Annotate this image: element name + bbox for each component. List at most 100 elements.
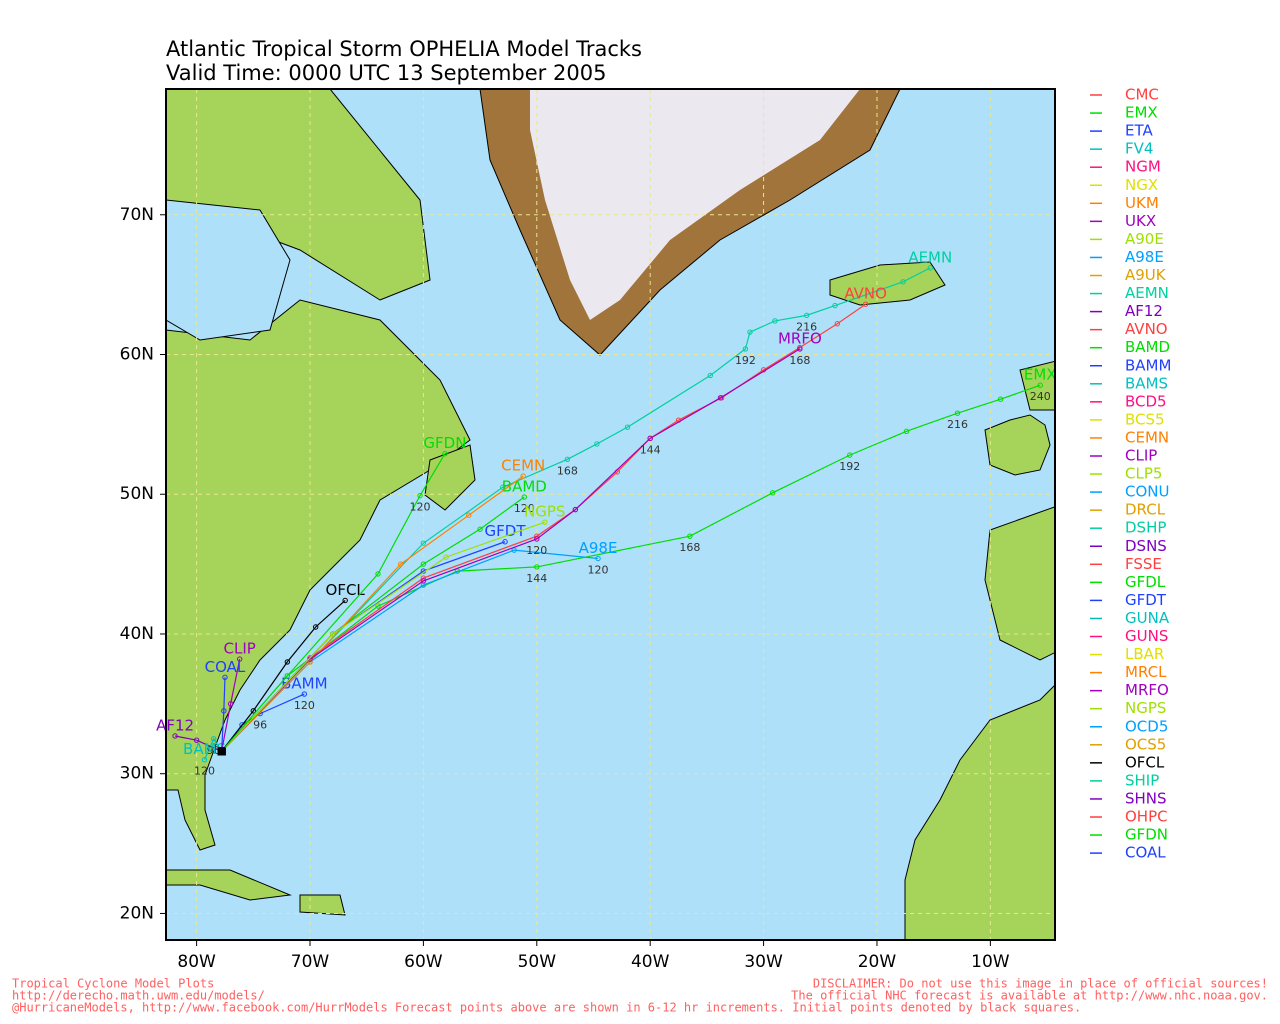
footer-left: Tropical Cyclone Model Plots xyxy=(12,977,214,991)
track-point xyxy=(687,533,693,539)
hour-label: 192 xyxy=(735,354,756,367)
track-point xyxy=(1037,382,1043,388)
track-point xyxy=(250,708,257,714)
legend-label: LBAR xyxy=(1125,645,1164,663)
y-tick-label: 60N xyxy=(120,345,154,365)
track-point xyxy=(534,564,540,570)
legend-label: A9UK xyxy=(1125,266,1167,284)
legend-label: CLIP xyxy=(1125,447,1157,465)
track-point xyxy=(707,372,713,379)
legend-label: A98E xyxy=(1125,248,1164,266)
legend-label: FV4 xyxy=(1125,140,1153,158)
track-point xyxy=(572,506,579,513)
track-label: OFCL xyxy=(326,581,366,599)
x-tick-label: 60W xyxy=(404,952,443,972)
track-point xyxy=(862,301,869,307)
track-point xyxy=(312,624,319,630)
track-point xyxy=(375,571,381,577)
legend-label: AVNO xyxy=(1125,320,1168,338)
legend-label: MRCL xyxy=(1125,663,1167,681)
legend-label: NGM xyxy=(1125,158,1161,176)
track-point xyxy=(172,733,178,739)
track-point xyxy=(237,656,243,662)
x-tick-label: 30W xyxy=(744,952,783,972)
track-line xyxy=(221,475,524,752)
hour-label: 192 xyxy=(839,460,860,473)
hour-label: 144 xyxy=(526,572,547,585)
legend-label: COAL xyxy=(1125,844,1166,862)
track-point xyxy=(502,539,508,545)
track-point xyxy=(564,456,571,463)
legend-label: CMC xyxy=(1125,86,1159,104)
track-label: A98E xyxy=(579,539,618,557)
legend-label: CONU xyxy=(1125,483,1169,501)
track-point xyxy=(717,395,724,401)
ice-sheet xyxy=(530,89,860,320)
footer-left: @HurricaneModels, http://www.facebook.co… xyxy=(12,1001,1081,1015)
track-label: MRFO xyxy=(778,329,822,347)
track-point xyxy=(769,490,776,496)
hour-label: 168 xyxy=(679,541,700,554)
legend-label: AF12 xyxy=(1125,302,1163,320)
track-label: AVNO xyxy=(844,285,887,303)
x-tick-label: 10W xyxy=(971,952,1010,972)
plot-frame xyxy=(165,88,1056,941)
track-point xyxy=(420,578,427,584)
track-point xyxy=(466,512,472,518)
track-label: BAMS xyxy=(183,740,226,758)
track-point xyxy=(442,451,448,457)
track-label: CLIP xyxy=(224,640,256,658)
legend-label: GFDT xyxy=(1125,591,1167,609)
track-label: BAMD xyxy=(502,478,547,496)
hour-label: 216 xyxy=(796,320,817,333)
legend-label: BCD5 xyxy=(1125,392,1167,410)
track-point xyxy=(417,492,423,499)
legend-label: SHNS xyxy=(1125,789,1167,807)
track-point xyxy=(500,484,506,490)
track-point xyxy=(420,540,427,546)
hour-label: 120 xyxy=(526,544,547,557)
hour-label: 168 xyxy=(789,354,810,367)
track-point xyxy=(834,321,840,327)
legend-label: OCD5 xyxy=(1125,717,1168,735)
track-label: NGPS xyxy=(524,503,565,521)
track-point xyxy=(803,312,810,319)
hour-label: 96 xyxy=(207,744,221,757)
track-label: GFDT xyxy=(485,522,527,540)
legend-label: GFDL xyxy=(1125,573,1166,591)
chart-subtitle: Valid Time: 0000 UTC 13 September 2005 xyxy=(166,61,606,85)
hour-label: 216 xyxy=(947,418,968,431)
track-point xyxy=(301,691,308,697)
legend-label: UKM xyxy=(1125,194,1159,212)
legend-label: OHPC xyxy=(1125,808,1168,826)
legend-label: BCS5 xyxy=(1125,410,1165,428)
track-line xyxy=(220,677,226,752)
track-point xyxy=(534,536,540,542)
track-point xyxy=(329,631,336,637)
hour-label: 120 xyxy=(410,501,431,514)
track-label: AEMN xyxy=(908,248,952,266)
track-point xyxy=(742,346,749,352)
track-point xyxy=(847,452,853,458)
track-point xyxy=(210,736,217,742)
track-point xyxy=(903,428,910,435)
track-line xyxy=(221,599,346,752)
track-point xyxy=(443,554,449,560)
track-point xyxy=(201,757,208,763)
y-tick-label: 20N xyxy=(120,903,154,923)
track-point xyxy=(521,494,528,500)
track-line xyxy=(221,521,545,752)
track-point xyxy=(221,708,227,714)
legend-label: BAMS xyxy=(1125,374,1168,392)
hour-label: 240 xyxy=(1030,390,1051,403)
map xyxy=(166,89,1055,940)
track-line xyxy=(221,384,1041,752)
track-point xyxy=(222,674,228,680)
track-line xyxy=(221,267,931,752)
hour-label: 120 xyxy=(588,564,609,577)
legend-label: DSNS xyxy=(1125,537,1167,555)
track-line xyxy=(174,735,222,752)
hour-label: 96 xyxy=(253,719,267,732)
legend-label: GFDN xyxy=(1125,826,1168,844)
